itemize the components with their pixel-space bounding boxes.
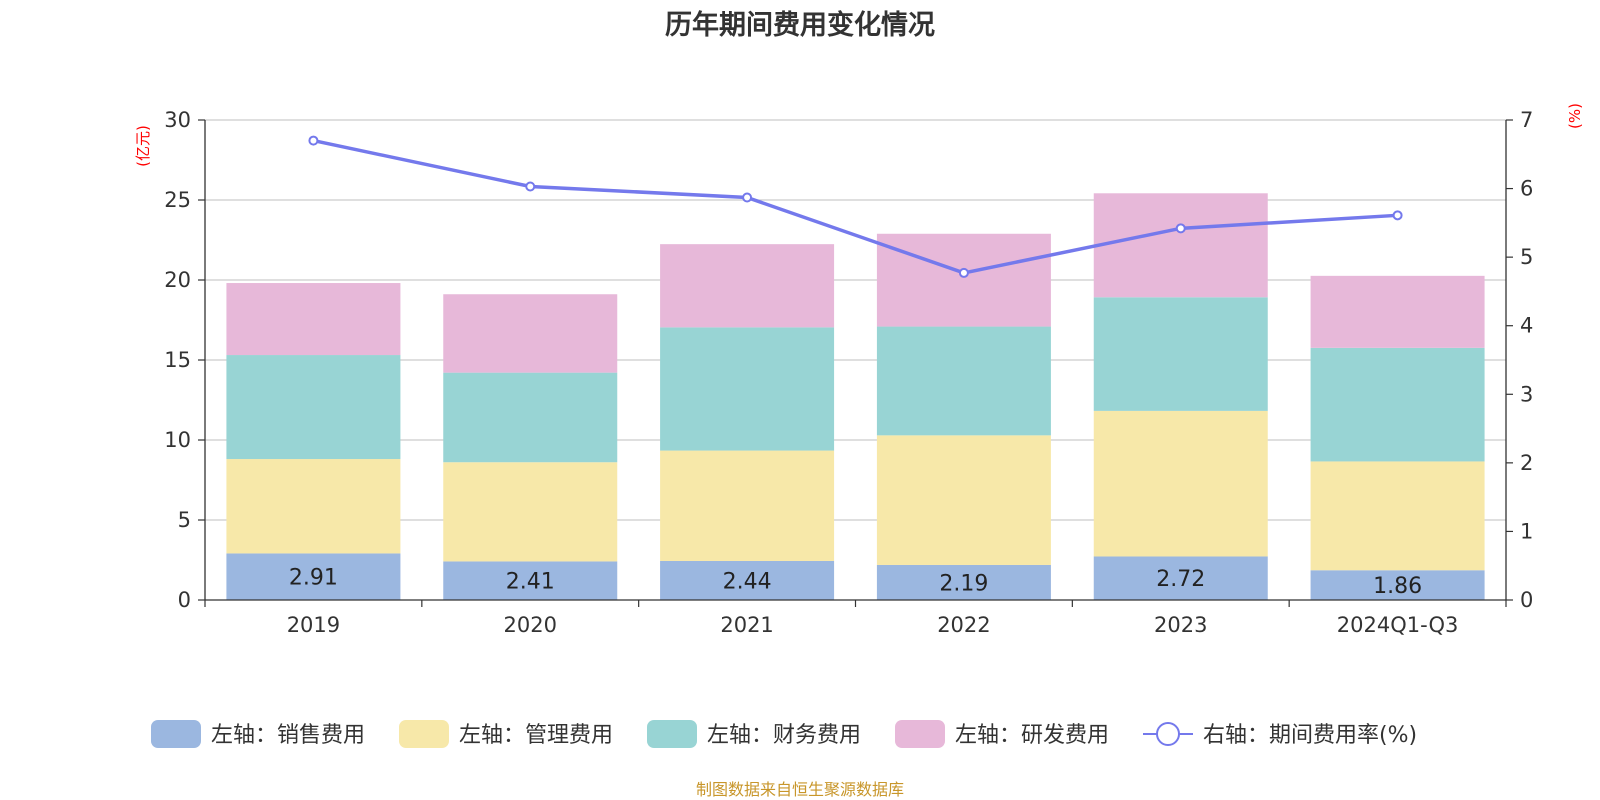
bar-segment-1 bbox=[660, 560, 835, 600]
bar-segment-1 bbox=[876, 564, 1051, 600]
left-tick-label: 5 bbox=[178, 508, 191, 532]
bar-segment-3 bbox=[660, 327, 835, 451]
bar-segment-2 bbox=[876, 435, 1051, 565]
bar-segment-2 bbox=[226, 459, 401, 554]
right-tick-label: 7 bbox=[1520, 108, 1533, 132]
right-tick-label: 4 bbox=[1520, 314, 1533, 338]
right-tick-label: 6 bbox=[1520, 177, 1533, 201]
left-tick-label: 0 bbox=[178, 588, 191, 612]
bar-segment-2 bbox=[660, 450, 835, 561]
legend-swatch bbox=[151, 720, 201, 748]
left-tick-label: 20 bbox=[164, 268, 191, 292]
x-axis-ticks: 2019 2020 2021 2022 2023 2024Q1-Q3 bbox=[204, 600, 1507, 637]
x-tick-label: 2021 bbox=[720, 613, 773, 637]
bar-segment-2 bbox=[1093, 410, 1268, 557]
legend-label: 左轴：研发费用 bbox=[955, 723, 1109, 748]
left-tick-label: 30 bbox=[164, 108, 191, 132]
left-tick-label: 25 bbox=[164, 188, 191, 212]
bar-segment-3 bbox=[1093, 297, 1268, 411]
bar-series bbox=[226, 193, 1485, 600]
legend-marker bbox=[1156, 722, 1180, 746]
x-tick-label: 2022 bbox=[937, 613, 990, 637]
bar-segment-3 bbox=[226, 355, 401, 460]
legend: 左轴：销售费用 左轴：管理费用 左轴：财务费用 左轴：研发费用 右轴：期间费用率(%) bbox=[151, 720, 1417, 748]
rate-line-series bbox=[308, 135, 1403, 278]
bar-value-label: 1.86 bbox=[1373, 574, 1422, 599]
bar-segment-1 bbox=[226, 553, 401, 600]
x-tick-label: 2019 bbox=[287, 613, 340, 637]
right-tick-label: 2 bbox=[1520, 451, 1533, 475]
bar-segment-4 bbox=[443, 294, 618, 373]
rate-line bbox=[313, 138, 1398, 275]
left-tick-label: 15 bbox=[164, 348, 191, 372]
bar-segment-3 bbox=[1310, 347, 1485, 462]
legend-label: 左轴：销售费用 bbox=[211, 723, 365, 748]
bar-value-label: 2.44 bbox=[723, 569, 772, 594]
chart-title: 历年期间费用变化情况 bbox=[665, 9, 935, 41]
right-tick-label: 3 bbox=[1520, 382, 1533, 406]
x-tick-label: 2023 bbox=[1154, 613, 1207, 637]
legend-swatch bbox=[647, 720, 697, 748]
rate-point bbox=[1392, 210, 1403, 221]
legend-swatch bbox=[895, 720, 945, 748]
bar-segment-4 bbox=[226, 283, 401, 356]
bar-segment-1 bbox=[1310, 570, 1485, 600]
bar-segment-4 bbox=[660, 244, 835, 328]
rate-point bbox=[1175, 223, 1186, 234]
x-tick-label: 2024Q1-Q3 bbox=[1337, 613, 1459, 637]
right-axis-unit: (%) bbox=[1566, 103, 1584, 129]
bar-segment-4 bbox=[1093, 193, 1268, 298]
bar-segment-3 bbox=[443, 372, 618, 463]
x-tick-label: 2020 bbox=[504, 613, 557, 637]
bar-segment-2 bbox=[1310, 461, 1485, 571]
left-axis-ticks: 0 5 10 15 20 25 30 bbox=[164, 108, 205, 612]
bar-segment-4 bbox=[1310, 275, 1485, 348]
bar-segment-1 bbox=[1093, 556, 1268, 600]
bar-segment-2 bbox=[443, 462, 618, 562]
bar-segment-4 bbox=[876, 233, 1051, 327]
bar-data-labels: 2.91 2.41 2.44 2.19 2.72 1.86 bbox=[289, 566, 1422, 599]
legend-label: 左轴：管理费用 bbox=[459, 723, 613, 748]
legend-label: 左轴：财务费用 bbox=[707, 723, 861, 748]
bar-value-label: 2.19 bbox=[939, 571, 988, 596]
source-note: 制图数据来自恒生聚源数据库 bbox=[696, 780, 904, 799]
rate-point bbox=[742, 192, 753, 203]
bar-segment-3 bbox=[876, 326, 1051, 436]
rate-point bbox=[525, 181, 536, 192]
gridlines bbox=[205, 119, 1506, 521]
bar-value-label: 2.72 bbox=[1156, 567, 1205, 592]
legend-swatch bbox=[399, 720, 449, 748]
left-axis-unit: (亿元) bbox=[134, 125, 152, 167]
bar-segment-1 bbox=[443, 561, 618, 600]
rate-point bbox=[308, 135, 319, 146]
left-tick-label: 10 bbox=[164, 428, 191, 452]
right-tick-label: 1 bbox=[1520, 519, 1533, 543]
bar-value-label: 2.91 bbox=[289, 566, 338, 591]
right-axis-ticks: 0 1 2 3 4 5 6 7 bbox=[1506, 108, 1533, 612]
right-tick-label: 5 bbox=[1520, 245, 1533, 269]
bar-value-label: 2.41 bbox=[506, 570, 555, 595]
right-tick-label: 0 bbox=[1520, 588, 1533, 612]
legend-label: 右轴：期间费用率(%) bbox=[1203, 723, 1417, 748]
rate-point bbox=[958, 267, 969, 278]
